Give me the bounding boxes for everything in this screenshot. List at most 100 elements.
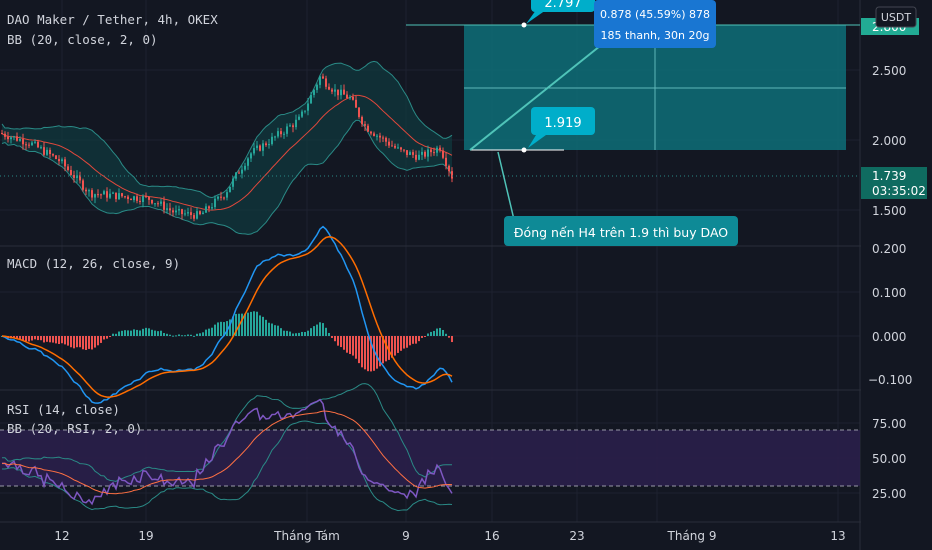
svg-text:USDT: USDT (881, 11, 912, 24)
macd-histogram-bar (271, 323, 273, 336)
candle-body (292, 125, 294, 128)
price-axis[interactable]: 2.500 2.000 1.500 0.200 0.100 0.000 −0.1… (861, 0, 932, 550)
candle-body (181, 209, 183, 215)
target-price-callout[interactable]: 2.797 (526, 0, 595, 24)
macd-tick: 0.000 (872, 330, 906, 344)
macd-histogram-bar (319, 322, 321, 336)
entry-price-callout[interactable]: 1.919 (528, 107, 595, 148)
candle-body (400, 147, 402, 150)
candle-body (280, 131, 282, 135)
time-label: 13 (830, 529, 845, 543)
candle-body (451, 171, 453, 179)
candle-body (139, 200, 141, 202)
macd-histogram-bar (259, 315, 261, 336)
price-tick: 1.500 (872, 204, 906, 218)
trade-note-callout[interactable]: Đóng nến H4 trên 1.9 thì buy DAO (504, 216, 738, 246)
macd-histogram-bar (136, 329, 138, 336)
macd-histogram-bar (448, 336, 450, 338)
candle-body (289, 125, 291, 127)
macd-histogram-bar (226, 321, 228, 336)
macd-histogram-bar (217, 322, 219, 336)
time-axis[interactable]: 12 19 Tháng Tám 9 16 23 Tháng 9 13 (54, 529, 845, 543)
candle-body (409, 152, 411, 155)
symbol-title[interactable]: DAO Maker / Tether, 4h, OKEX (7, 12, 218, 27)
candle-body (394, 145, 396, 148)
candle-body (427, 149, 429, 157)
candle-body (178, 209, 180, 211)
candle-body (109, 193, 111, 198)
candle-body (172, 210, 174, 213)
macd-histogram-bar (199, 333, 201, 336)
macd-histogram-bar (19, 336, 21, 339)
macd-indicator-label[interactable]: MACD (12, 26, close, 9) (7, 256, 180, 271)
candle-body (274, 136, 276, 138)
candle-body (343, 89, 345, 95)
rsi-indicator-label[interactable]: RSI (14, close) (7, 402, 120, 417)
macd-histogram-bar (451, 336, 453, 343)
rsi-tick: 75.00 (872, 417, 906, 431)
candle-body (346, 94, 348, 99)
macd-histogram-bar (175, 335, 177, 337)
rsi-bb-indicator-label[interactable]: BB (20, RSI, 2, 0) (7, 421, 142, 436)
candle-body (265, 143, 267, 146)
macd-histogram-bar (241, 313, 243, 336)
macd-histogram-bar (172, 335, 174, 337)
macd-histogram-bar (82, 336, 84, 350)
rsi-line (2, 398, 453, 506)
macd-histogram-bar (412, 336, 414, 344)
candle-body (313, 89, 315, 95)
candle-body (229, 186, 231, 193)
candle-body (208, 206, 210, 209)
candle-body (97, 194, 99, 196)
candle-body (13, 136, 15, 138)
candle-body (232, 178, 234, 187)
macd-histogram-bar (436, 328, 438, 336)
candle-body (52, 154, 54, 156)
macd-histogram-bar (73, 336, 75, 349)
candle-body (253, 148, 255, 154)
candle-body (388, 141, 390, 146)
bb-indicator-label[interactable]: BB (20, close, 2, 0) (7, 32, 158, 47)
candle-body (124, 196, 126, 198)
note-pointer-line (497, 151, 517, 229)
macd-histogram-bar (388, 336, 390, 360)
measure-line-2: 185 thanh, 30n 20g (601, 29, 710, 42)
candle-body (316, 84, 318, 90)
macd-histogram-bar (220, 321, 222, 336)
candle-body (67, 166, 69, 171)
macd-histogram-bar (13, 336, 15, 339)
macd-histogram-bar (115, 333, 117, 336)
candle-body (277, 131, 279, 137)
macd-histogram-bar (286, 330, 288, 336)
candle-body (226, 192, 228, 198)
candle-body (385, 137, 387, 142)
candle-body (16, 136, 18, 141)
macd-histogram-bar (46, 336, 48, 342)
measure-line-1: 0.878 (45.59%) 878 (600, 8, 710, 21)
candle-body (322, 76, 324, 79)
macd-histogram-bar (313, 326, 315, 336)
candle-body (190, 212, 192, 216)
candle-body (160, 201, 162, 204)
macd-histogram-bar (160, 330, 162, 336)
candle-body (166, 208, 168, 210)
currency-button[interactable]: USDT (875, 6, 917, 28)
candle-body (76, 175, 78, 178)
candle-body (121, 193, 123, 197)
macd-histogram-bar (340, 336, 342, 348)
macd-histogram-bar (49, 336, 51, 343)
macd-histogram-bar (385, 336, 387, 362)
measure-info-badge[interactable]: 0.878 (45.59%) 878 185 thanh, 30n 20g (594, 0, 716, 48)
macd-histogram-bar (58, 336, 60, 345)
macd-histogram-bar (397, 336, 399, 353)
macd-histogram-bar (295, 333, 297, 336)
macd-histogram-bar (127, 330, 129, 336)
macd-histogram-bar (391, 336, 393, 358)
macd-histogram-bar (205, 329, 207, 336)
rsi-ma-line (2, 410, 453, 495)
candle-body (58, 158, 60, 162)
macd-histogram-bar (364, 336, 366, 370)
macd-histogram-bar (433, 330, 435, 336)
macd-histogram-bar (100, 336, 102, 343)
